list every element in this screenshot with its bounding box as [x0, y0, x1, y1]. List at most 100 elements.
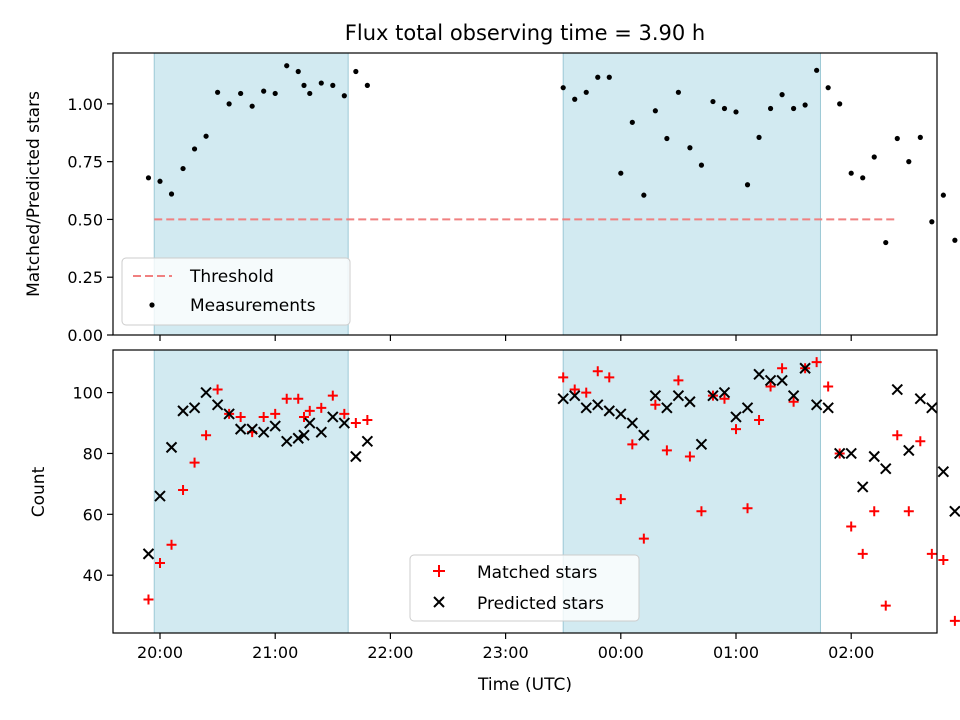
- measurement-point: [687, 145, 693, 151]
- predicted-star-point: [580, 402, 592, 414]
- legend-predicted-label: Predicted stars: [477, 594, 604, 614]
- bottom-y-axis-title: Count: [29, 466, 49, 517]
- observing-window-1: [153, 349, 349, 634]
- predicted-star-point: [741, 402, 754, 414]
- predicted-star-point: [914, 392, 927, 405]
- predicted-star-point: [695, 438, 708, 451]
- predicted-star-point: [799, 362, 811, 374]
- measurement-point: [848, 170, 854, 176]
- measurement-point: [353, 68, 359, 75]
- predicted-star-point: [868, 450, 880, 463]
- bottom-legend: Matched stars Predicted stars: [409, 554, 640, 622]
- y-tick-label: 80: [83, 444, 103, 463]
- matched-star-point: [592, 366, 603, 377]
- measurement-point: [261, 88, 267, 94]
- predicted-star-point: [753, 368, 765, 381]
- predicted-star-point: [154, 490, 166, 502]
- count-points: [142, 357, 960, 626]
- measurement-point: [929, 219, 935, 225]
- matched-star-point: [938, 554, 949, 565]
- y-tick-label: 0.50: [67, 210, 103, 229]
- predicted-star-point: [298, 429, 310, 441]
- measurement-point: [284, 63, 290, 69]
- y-tick-label: 60: [83, 505, 103, 524]
- predicted-star-point: [569, 389, 581, 402]
- top-legend: Threshold Measurements: [121, 257, 351, 326]
- predicted-star-point: [200, 386, 212, 399]
- matched-star-point: [684, 451, 695, 462]
- measurement-point: [756, 134, 762, 140]
- matched-star-point: [189, 457, 200, 468]
- predicted-star-point: [165, 441, 178, 454]
- matched-star-point: [362, 414, 373, 425]
- predicted-star-point: [776, 374, 788, 387]
- x-tick-label: 23:00: [483, 643, 529, 662]
- matched-star-point: [270, 408, 281, 419]
- measurement-point: [837, 101, 843, 107]
- predicted-star-point: [787, 389, 800, 402]
- predicted-star-point: [223, 408, 235, 420]
- measurement-point: [791, 105, 797, 112]
- predicted-star-point: [557, 392, 569, 405]
- matched-star-point: [569, 384, 580, 395]
- measurement-point: [583, 89, 589, 95]
- x-tick-label: 20:00: [137, 643, 183, 662]
- measurement-point: [641, 192, 647, 198]
- measurement-point: [779, 92, 785, 98]
- top-x-ticks: [159, 335, 852, 341]
- predicted-star-point: [304, 417, 316, 429]
- predicted-star-point: [327, 411, 339, 423]
- measurement-point: [560, 85, 566, 91]
- measurement-point: [871, 154, 877, 160]
- predicted-star-point: [234, 423, 247, 435]
- matched-star-point: [846, 521, 857, 532]
- matched-star-point: [339, 408, 350, 419]
- measurement-point: [721, 105, 728, 112]
- predicted-star-point: [592, 399, 604, 411]
- measurement-point: [860, 175, 866, 181]
- measurement-point: [733, 109, 739, 115]
- predicted-star-point: [626, 417, 639, 429]
- legend-threshold-label: Threshold: [189, 267, 274, 287]
- predicted-star-point: [730, 411, 742, 423]
- matched-star-point: [615, 494, 626, 505]
- predicted-star-point: [661, 402, 673, 414]
- legend-predicted-swatch: [433, 596, 445, 608]
- measurement-point: [595, 74, 601, 80]
- matched-star-point: [880, 600, 891, 611]
- predicted-star-point: [315, 426, 327, 438]
- measurement-point: [301, 82, 307, 88]
- matched-star-point: [731, 424, 741, 435]
- measurement-point: [249, 103, 255, 109]
- measurement-point: [940, 192, 946, 198]
- top-y-axis: 0.00 0.25 0.50 0.75 1.00: [67, 95, 113, 345]
- predicted-star-point: [707, 389, 719, 402]
- measurement-point: [698, 162, 705, 168]
- measurement-point: [203, 133, 209, 139]
- measurement-points: [145, 63, 958, 246]
- x-tick-label: 00:00: [598, 643, 644, 662]
- matched-star-point: [350, 418, 361, 429]
- y-tick-label: 40: [83, 566, 103, 585]
- bottom-legend-box: [409, 554, 640, 622]
- predicted-star-point: [603, 405, 615, 417]
- measurement-point: [675, 89, 682, 95]
- predicted-star-point: [672, 389, 685, 402]
- predicted-star-point: [142, 548, 155, 560]
- legend-matched-label: Matched stars: [477, 563, 597, 583]
- predicted-star-point: [833, 447, 846, 460]
- measurement-point: [180, 165, 186, 172]
- matched-star-point: [327, 390, 338, 401]
- predicted-star-point: [350, 450, 362, 463]
- predicted-star-point: [361, 435, 374, 447]
- x-tick-label: 22:00: [367, 643, 413, 662]
- matched-star-point: [857, 548, 868, 559]
- predicted-star-point: [246, 423, 258, 435]
- measurement-point: [767, 105, 774, 112]
- matched-star-point: [155, 558, 165, 569]
- measurement-point: [664, 135, 670, 142]
- matched-star-point: [903, 506, 914, 517]
- predicted-star-point: [822, 402, 834, 414]
- matched-star-point: [742, 503, 753, 514]
- x-tick-label: 21:00: [252, 643, 298, 662]
